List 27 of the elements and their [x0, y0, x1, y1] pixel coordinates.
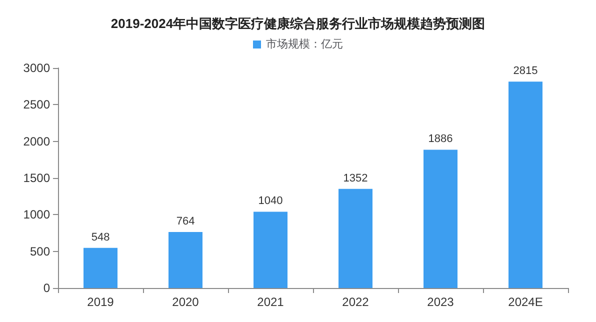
data-label: 764 — [176, 215, 195, 228]
bar — [508, 82, 542, 288]
x-tick-label: 2022 — [342, 295, 370, 309]
data-label: 1352 — [343, 172, 368, 184]
bar — [424, 150, 458, 288]
data-label: 1040 — [258, 195, 283, 208]
bar — [168, 232, 202, 288]
y-tick-label: 1500 — [23, 171, 50, 185]
y-tick-label: 0 — [43, 281, 50, 295]
y-tick-label: 1000 — [23, 208, 50, 222]
x-tick-label: 2023 — [427, 295, 454, 309]
data-label: 548 — [91, 231, 110, 244]
legend-label: 市场规模：亿元 — [266, 38, 343, 50]
x-tick-label: 2019 — [87, 295, 114, 309]
data-label: 1886 — [428, 133, 453, 146]
bar — [254, 212, 288, 288]
x-tick-label: 2021 — [257, 295, 284, 309]
y-tick-label: 500 — [30, 244, 50, 258]
x-tick-label: 2024E — [508, 295, 543, 309]
x-tick-label: 2020 — [172, 295, 200, 309]
data-label: 2815 — [513, 65, 538, 78]
y-tick-label: 2000 — [23, 134, 50, 148]
chart-title: 2019-2024年中国数字医疗健康综合服务行业市场规模趋势预测图 — [110, 16, 486, 31]
y-tick-label: 3000 — [23, 61, 50, 75]
bar — [84, 248, 118, 288]
y-tick-label: 2500 — [23, 98, 50, 112]
bar — [338, 188, 372, 288]
